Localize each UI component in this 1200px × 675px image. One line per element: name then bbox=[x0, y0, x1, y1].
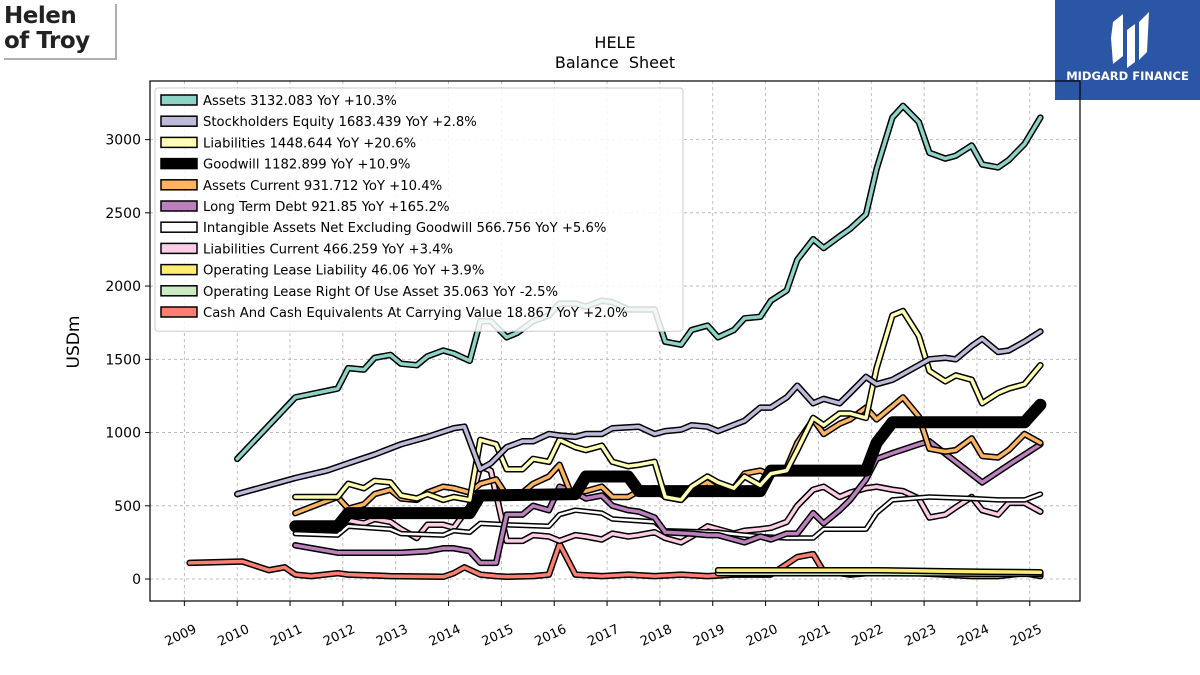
series-line-operating-lease-liability bbox=[716, 568, 1043, 575]
x-tick-label-2: 2011 bbox=[268, 622, 304, 650]
legend-entry-intangible-assets-net-excluding-goodwill: Intangible Assets Net Excluding Goodwill… bbox=[203, 221, 606, 236]
legend-swatch-liabilities bbox=[160, 136, 198, 149]
y-tick-label-5: 2500 bbox=[105, 206, 141, 222]
logo-text: MIDGARD FINANCE bbox=[1066, 69, 1189, 83]
legend-swatch-cash-and-cash-equivalents-at-carrying-value bbox=[160, 306, 198, 318]
legend-entry-liabilities-current: Liabilities Current 466.259 YoY +3.4% bbox=[203, 242, 453, 257]
x-tick-label-6: 2015 bbox=[480, 622, 516, 650]
legend-swatch-long-term-debt bbox=[160, 200, 198, 212]
legend-entry-stockholders-equity: Stockholders Equity 1683.439 YoY +2.8% bbox=[203, 115, 477, 130]
y-tick-label-4: 2000 bbox=[105, 279, 141, 295]
x-tick-label-4: 2013 bbox=[374, 622, 410, 650]
x-tick-label-12: 2021 bbox=[797, 622, 833, 650]
x-tick-label-7: 2016 bbox=[533, 622, 569, 650]
legend-swatch-operating-lease-right-of-use-asset bbox=[160, 285, 198, 297]
legend-entry-cash-and-cash-equivalents-at-carrying-value: Cash And Cash Equivalents At Carrying Va… bbox=[203, 306, 628, 321]
legend-entry-assets: Assets 3132.083 YoY +10.3% bbox=[203, 94, 397, 109]
legend-swatch-goodwill bbox=[160, 157, 198, 170]
legend-box bbox=[154, 87, 684, 332]
legend-entry-operating-lease-right-of-use-asset: Operating Lease Right Of Use Asset 35.06… bbox=[203, 285, 558, 300]
legend-entry-assets-current: Assets Current 931.712 YoY +10.4% bbox=[203, 179, 442, 194]
legend-entry-operating-lease-liability: Operating Lease Liability 46.06 YoY +3.9… bbox=[203, 264, 484, 279]
y-tick-label-2: 1000 bbox=[105, 426, 141, 442]
legend-swatch-assets-current bbox=[160, 179, 198, 191]
legend-swatch-assets bbox=[160, 94, 198, 106]
y-tick-label-0: 0 bbox=[132, 572, 141, 588]
x-tick-label-15: 2024 bbox=[955, 622, 991, 650]
series-line-assets bbox=[235, 104, 1043, 461]
midgard-finance-logo: MIDGARD FINANCE bbox=[1055, 0, 1200, 100]
legend-entry-liabilities: Liabilities 1448.644 YoY +20.6% bbox=[203, 136, 416, 151]
midgard-emblem-icon bbox=[1111, 12, 1149, 68]
x-tick-label-0: 2009 bbox=[163, 622, 199, 650]
x-tick-label-5: 2014 bbox=[427, 622, 463, 650]
plot-frame bbox=[149, 80, 1081, 602]
legend-entry-long-term-debt: Long Term Debt 921.85 YoY +165.2% bbox=[203, 200, 450, 215]
y-axis-label: USDm bbox=[64, 316, 84, 369]
legend: Assets 3132.083 YoY +10.3% Stockholders E… bbox=[154, 87, 684, 332]
helen-of-troy-logo: Helen of Troy bbox=[4, 4, 117, 60]
x-tick-label-3: 2012 bbox=[321, 622, 357, 650]
x-tick-label-13: 2022 bbox=[850, 622, 886, 650]
y-tick-label-1: 500 bbox=[114, 499, 141, 515]
y-tick-label-6: 3000 bbox=[105, 133, 141, 149]
x-tick-label-11: 2020 bbox=[744, 622, 780, 650]
x-tick-label-8: 2017 bbox=[585, 622, 621, 650]
chart-title: HELE bbox=[594, 33, 635, 52]
y-tick-label-3: 1500 bbox=[105, 352, 141, 368]
series-lines bbox=[186, 102, 1047, 581]
x-tick-label-1: 2010 bbox=[216, 622, 252, 650]
legend-swatch-stockholders-equity bbox=[160, 115, 198, 127]
legend-swatch-intangible-assets-net-excluding-goodwill bbox=[160, 221, 198, 233]
legend-swatch-liabilities-current bbox=[160, 242, 198, 255]
logo-line-1: Helen bbox=[4, 3, 77, 29]
x-tick-label-10: 2019 bbox=[691, 622, 727, 650]
x-tick-label-14: 2023 bbox=[902, 622, 938, 650]
logo-line-2: of Troy bbox=[4, 28, 90, 54]
x-tick-label-16: 2025 bbox=[1008, 622, 1044, 650]
series-line-liabilities bbox=[293, 309, 1043, 502]
legend-swatch-operating-lease-liability bbox=[160, 263, 198, 276]
x-tick-label-9: 2018 bbox=[638, 622, 674, 650]
legend-entry-goodwill: Goodwill 1182.899 YoY +10.9% bbox=[203, 158, 410, 173]
series-line-goodwill bbox=[290, 400, 1045, 531]
series-line-stockholders-equity bbox=[235, 329, 1043, 496]
chart-subtitle: Balance Sheet bbox=[555, 53, 675, 72]
